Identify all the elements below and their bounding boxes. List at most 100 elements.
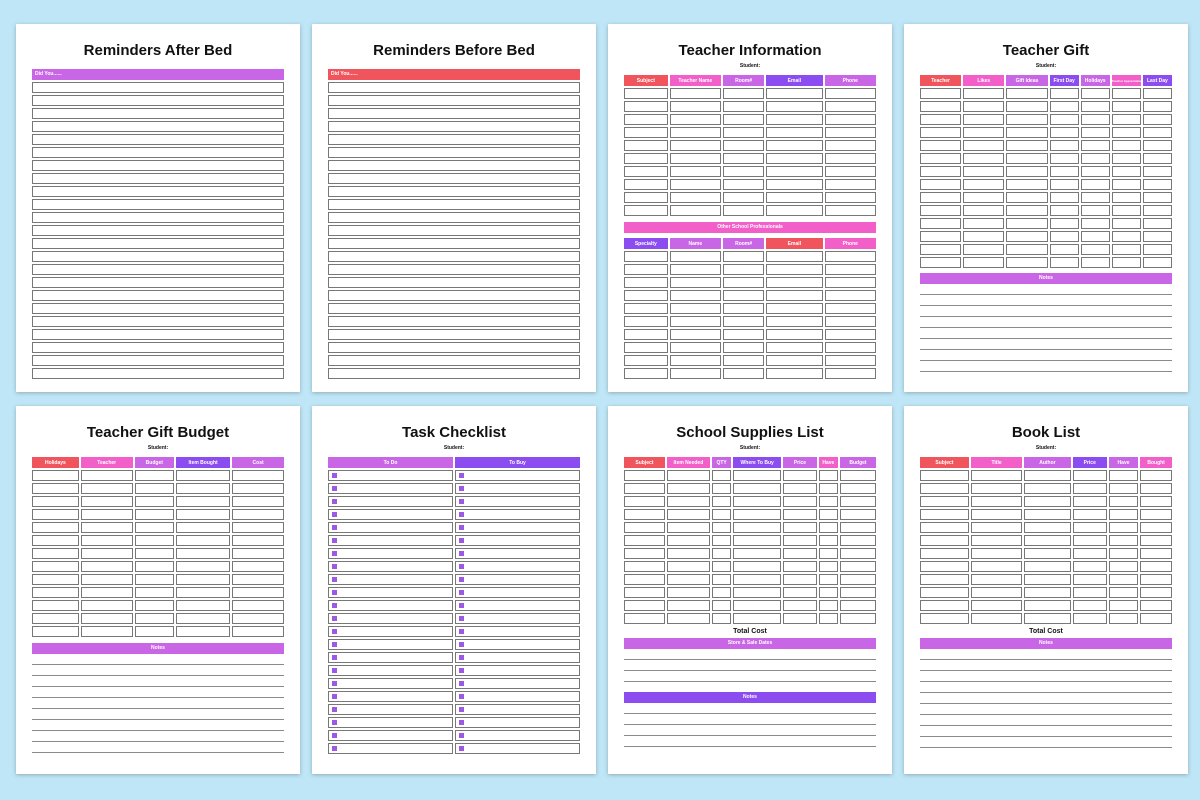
table-cell[interactable] xyxy=(1006,205,1048,216)
table-cell[interactable] xyxy=(624,88,668,99)
table-cell[interactable] xyxy=(1142,244,1172,255)
table-cell[interactable] xyxy=(1108,509,1139,520)
table-cell[interactable] xyxy=(134,522,174,533)
table-cell[interactable] xyxy=(666,496,710,507)
table-cell[interactable] xyxy=(783,535,817,546)
table-cell[interactable] xyxy=(839,600,876,611)
checkbox-icon[interactable] xyxy=(459,590,464,595)
table-cell[interactable] xyxy=(783,613,817,624)
table-cell[interactable] xyxy=(783,587,817,598)
ruled-line[interactable] xyxy=(920,704,1172,715)
table-cell[interactable] xyxy=(624,368,668,379)
table-cell[interactable] xyxy=(920,587,969,598)
table-cell[interactable] xyxy=(1006,101,1048,112)
ruled-line[interactable] xyxy=(920,671,1172,682)
table-cell[interactable] xyxy=(1006,244,1048,255)
table-cell[interactable] xyxy=(818,561,838,572)
table-cell[interactable] xyxy=(824,316,876,327)
table-cell[interactable] xyxy=(1108,587,1139,598)
blank-line-box[interactable] xyxy=(328,368,580,379)
table-cell[interactable] xyxy=(624,342,668,353)
table-cell[interactable] xyxy=(839,509,876,520)
checklist-cell[interactable] xyxy=(328,587,453,598)
table-cell[interactable] xyxy=(824,368,876,379)
table-cell[interactable] xyxy=(963,166,1005,177)
table-cell[interactable] xyxy=(1140,613,1172,624)
table-cell[interactable] xyxy=(1080,88,1110,99)
table-cell[interactable] xyxy=(80,535,133,546)
table-cell[interactable] xyxy=(1111,192,1141,203)
table-cell[interactable] xyxy=(1111,205,1141,216)
table-cell[interactable] xyxy=(624,251,668,262)
table-cell[interactable] xyxy=(711,561,732,572)
table-cell[interactable] xyxy=(1072,613,1107,624)
table-cell[interactable] xyxy=(818,548,838,559)
table-cell[interactable] xyxy=(1006,114,1048,125)
table-cell[interactable] xyxy=(1080,218,1110,229)
table-cell[interactable] xyxy=(1140,496,1172,507)
table-cell[interactable] xyxy=(963,257,1005,268)
table-cell[interactable] xyxy=(624,166,668,177)
table-cell[interactable] xyxy=(1006,179,1048,190)
table-cell[interactable] xyxy=(1072,535,1107,546)
table-cell[interactable] xyxy=(723,101,765,112)
ruled-line[interactable] xyxy=(32,698,284,709)
table-cell[interactable] xyxy=(711,600,732,611)
table-cell[interactable] xyxy=(1111,166,1141,177)
table-cell[interactable] xyxy=(666,509,710,520)
table-cell[interactable] xyxy=(1111,153,1141,164)
table-cell[interactable] xyxy=(970,509,1023,520)
table-cell[interactable] xyxy=(824,205,876,216)
table-cell[interactable] xyxy=(970,587,1023,598)
table-cell[interactable] xyxy=(920,140,962,151)
table-cell[interactable] xyxy=(920,613,969,624)
table-cell[interactable] xyxy=(723,251,765,262)
table-cell[interactable] xyxy=(1024,587,1071,598)
table-cell[interactable] xyxy=(766,316,823,327)
table-cell[interactable] xyxy=(1140,483,1172,494)
table-cell[interactable] xyxy=(80,483,133,494)
table-cell[interactable] xyxy=(669,153,722,164)
table-cell[interactable] xyxy=(232,587,284,598)
table-cell[interactable] xyxy=(1142,205,1172,216)
table-cell[interactable] xyxy=(1080,179,1110,190)
table-cell[interactable] xyxy=(1049,244,1079,255)
table-cell[interactable] xyxy=(723,114,765,125)
ruled-line[interactable] xyxy=(624,725,876,736)
table-cell[interactable] xyxy=(723,179,765,190)
table-cell[interactable] xyxy=(1108,613,1139,624)
table-cell[interactable] xyxy=(711,548,732,559)
blank-line-box[interactable] xyxy=(32,290,284,301)
table-cell[interactable] xyxy=(624,483,665,494)
table-cell[interactable] xyxy=(1072,496,1107,507)
table-cell[interactable] xyxy=(920,127,962,138)
checklist-cell[interactable] xyxy=(328,561,453,572)
table-cell[interactable] xyxy=(963,101,1005,112)
checklist-cell[interactable] xyxy=(328,600,453,611)
table-cell[interactable] xyxy=(970,600,1023,611)
blank-line-box[interactable] xyxy=(328,95,580,106)
table-cell[interactable] xyxy=(176,548,231,559)
table-cell[interactable] xyxy=(1049,218,1079,229)
checklist-cell[interactable] xyxy=(455,652,580,663)
table-cell[interactable] xyxy=(624,600,665,611)
table-cell[interactable] xyxy=(733,574,782,585)
checkbox-icon[interactable] xyxy=(332,499,337,504)
blank-line-box[interactable] xyxy=(328,290,580,301)
table-cell[interactable] xyxy=(723,192,765,203)
ruled-line[interactable] xyxy=(32,676,284,687)
table-cell[interactable] xyxy=(32,548,79,559)
table-cell[interactable] xyxy=(1080,101,1110,112)
table-cell[interactable] xyxy=(176,470,231,481)
table-cell[interactable] xyxy=(32,483,79,494)
blank-line-box[interactable] xyxy=(328,264,580,275)
checklist-cell[interactable] xyxy=(328,509,453,520)
checklist-cell[interactable] xyxy=(328,535,453,546)
table-cell[interactable] xyxy=(970,470,1023,481)
checklist-cell[interactable] xyxy=(455,548,580,559)
blank-line-box[interactable] xyxy=(32,368,284,379)
table-cell[interactable] xyxy=(134,626,174,637)
blank-line-box[interactable] xyxy=(328,277,580,288)
table-cell[interactable] xyxy=(783,600,817,611)
table-cell[interactable] xyxy=(1024,561,1071,572)
